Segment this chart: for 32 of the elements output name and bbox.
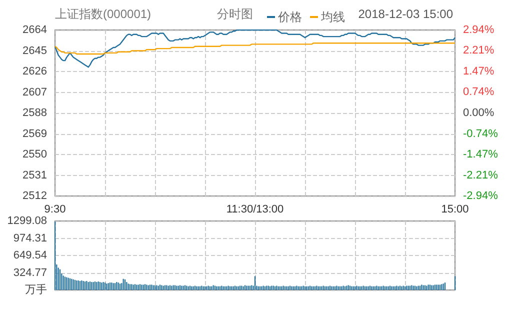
y2-tick-label: -1.47% (463, 148, 498, 160)
y-tick-label: 974.31 (13, 232, 47, 244)
x-tick-label: 15:00 (441, 204, 469, 216)
y-tick-label: 649.54 (13, 250, 47, 262)
y-tick-label: 2607 (22, 86, 47, 98)
y2-tick-label: -2.94% (463, 190, 498, 202)
y2-tick-label: 0.00% (463, 107, 494, 119)
chart-subtitle: 分时图 (217, 7, 253, 21)
y2-tick-label: 2.94% (463, 24, 494, 36)
y2-tick-label: 0.74% (463, 86, 494, 98)
y-tick-label: 2588 (22, 107, 47, 119)
legend-label: 均线 (320, 10, 345, 24)
legend-label: 价格 (277, 10, 302, 24)
y2-tick-label: -0.74% (463, 128, 498, 140)
y-tick-label: 2569 (22, 128, 47, 140)
text: 2018-12-03 15:00 (358, 7, 454, 21)
y-tick-label: 1299.08 (7, 215, 47, 227)
y2-tick-label: -2.21% (463, 169, 498, 182)
chart-title: 上证指数(000001) (55, 7, 152, 21)
y-tick-label: 2550 (22, 148, 47, 160)
y-tick-label: 万手 (25, 283, 47, 296)
y2-tick-label: 2.21% (463, 44, 494, 57)
x-tick-label: 9:30 (44, 204, 66, 216)
line-series (54, 42, 456, 55)
y-tick-label: 2664 (22, 24, 47, 36)
y-tick-label: 324.77 (13, 266, 47, 279)
y-tick-label: 2645 (22, 44, 47, 57)
y-tick-label: 2531 (22, 169, 47, 182)
x-tick-label: 11:30/13:00 (226, 204, 284, 216)
y2-tick-label: 1.47% (463, 66, 494, 78)
y-tick-label: 2512 (22, 190, 47, 202)
y-tick-label: 2626 (22, 66, 47, 78)
